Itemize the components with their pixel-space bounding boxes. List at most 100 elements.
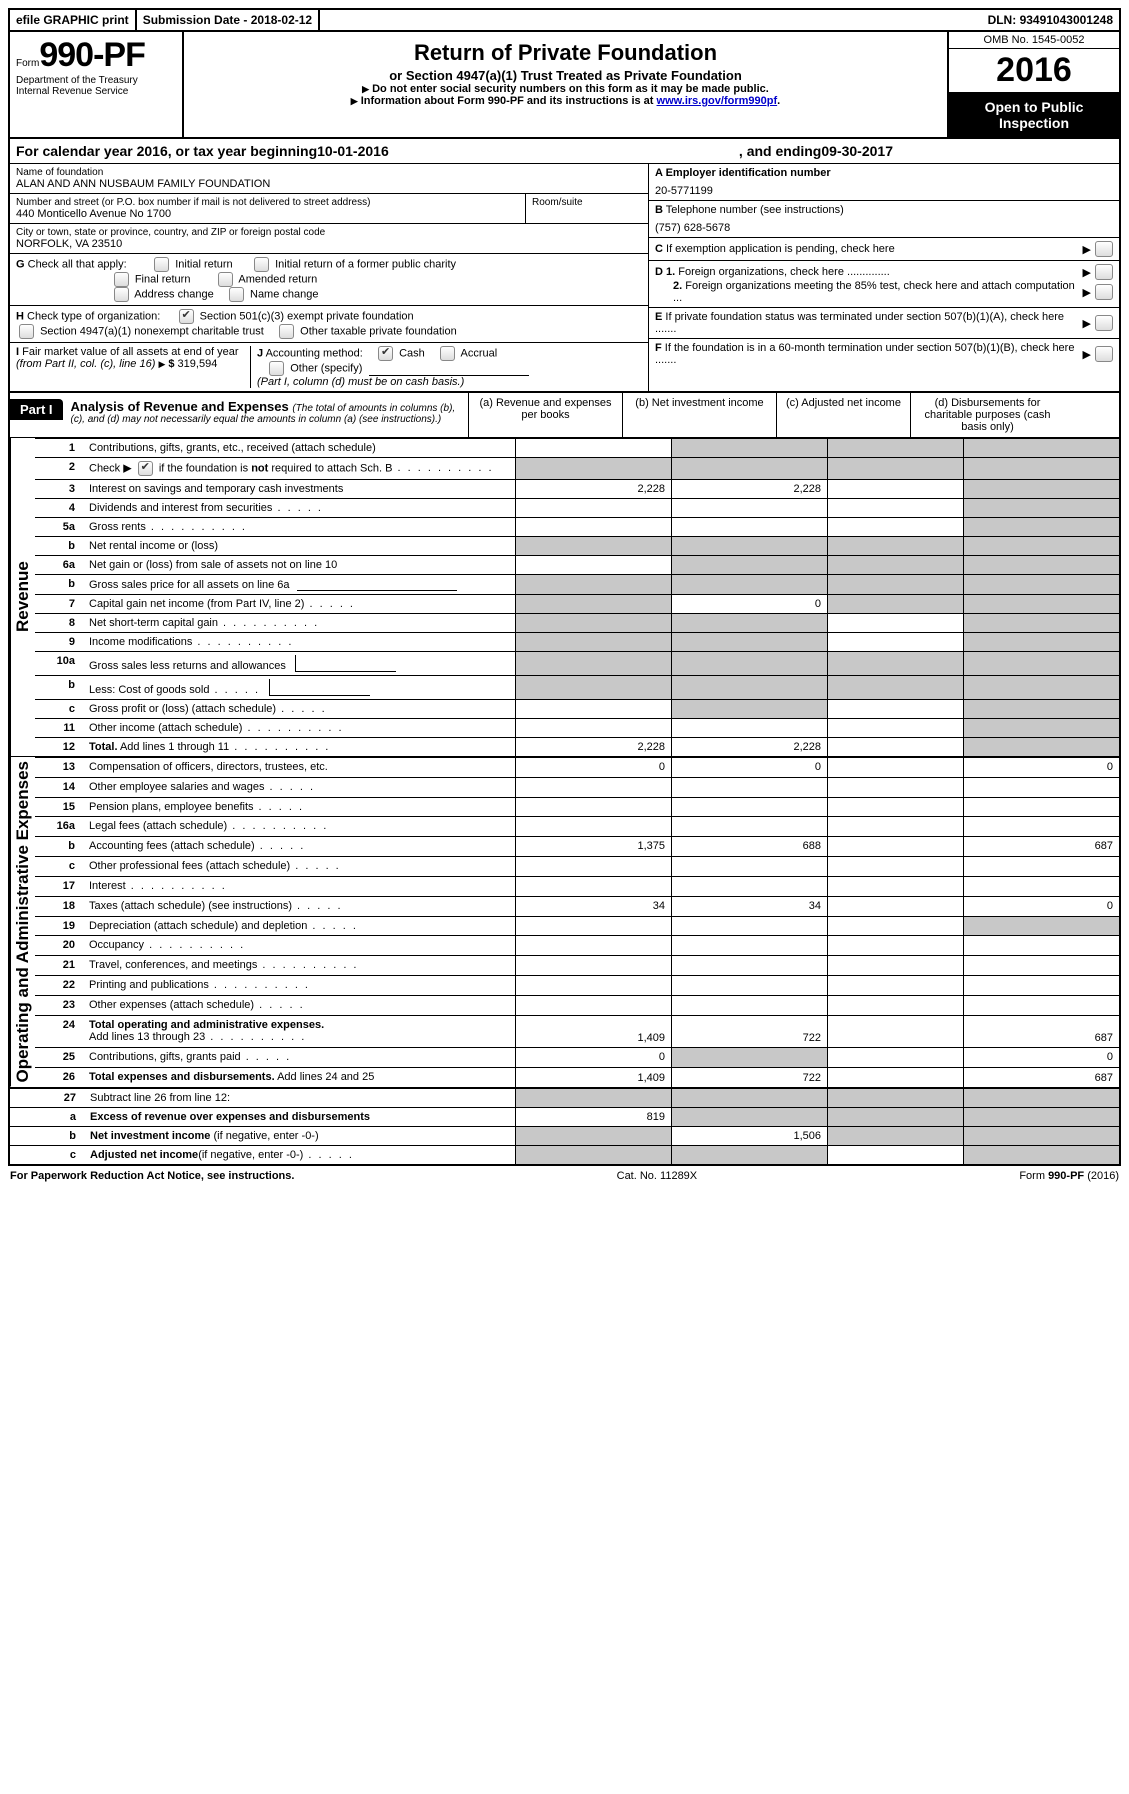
other-method-checkbox[interactable] [269,361,284,376]
l26-a: 1,409 [516,1067,672,1086]
l9-a [516,633,672,652]
l9-c [828,633,964,652]
l7-c [828,595,964,614]
header: Form990-PF Department of the Treasury In… [10,32,1119,137]
h3-label: Other taxable private foundation [300,325,457,337]
l21-desc: Travel, conferences, and meetings [85,956,516,976]
other-taxable-checkbox[interactable] [279,324,294,339]
l19-d [964,916,1120,936]
l27c-text: Adjusted net income [90,1149,198,1161]
l24-b: 722 [672,1015,828,1047]
l3-b: 2,228 [672,480,828,499]
l6a-d [964,556,1120,575]
l26-b: 722 [672,1067,828,1086]
l24-text2: Add lines 13 through 23 [89,1031,205,1043]
line-2: 2Check ▶ if the foundation is not requir… [35,458,1119,480]
address-change-checkbox[interactable] [114,287,129,302]
l18-a: 34 [516,896,672,916]
line-19: 19Depreciation (attach schedule) and dep… [35,916,1119,936]
initial-public-checkbox[interactable] [254,257,269,272]
line-23: 23Other expenses (attach schedule) [35,995,1119,1015]
l22-c [828,975,964,995]
other-specify-line [369,363,529,376]
l8-text: Net short-term capital gain [89,617,218,629]
line-21: 21Travel, conferences, and meetings [35,956,1119,976]
b-label: B [655,204,663,216]
header-left: Form990-PF Department of the Treasury In… [10,32,184,137]
l11-desc: Other income (attach schedule) [85,719,516,738]
line-1: 1Contributions, gifts, grants, etc., rec… [35,439,1119,458]
footer-left: For Paperwork Reduction Act Notice, see … [10,1170,294,1182]
l21-dots [257,959,358,971]
efile-print[interactable]: efile GRAPHIC print [10,10,137,30]
l4-b [672,499,828,518]
l15-num: 15 [35,797,85,817]
l2-dots [392,462,493,474]
submission-label: Submission Date - [143,13,251,27]
revenue-table: 1Contributions, gifts, grants, etc., rec… [35,438,1119,756]
cash-checkbox[interactable] [378,346,393,361]
l10a-desc: Gross sales less returns and allowances [85,652,516,676]
address: 440 Monticello Avenue No 1700 [16,208,519,220]
phone-label: Telephone number (see instructions) [663,204,844,216]
form-prefix: Form [16,58,39,69]
l25-a: 0 [516,1047,672,1067]
l27-d [964,1088,1120,1108]
e-checkbox[interactable] [1095,315,1113,331]
l22-desc: Printing and publications [85,975,516,995]
l23-dots [254,999,305,1011]
l10c-b [672,700,828,719]
top-bar: efile GRAPHIC print Submission Date - 20… [10,10,1119,32]
l26-num: 26 [35,1067,85,1086]
4947-checkbox[interactable] [19,324,34,339]
l21-c [828,956,964,976]
l3-d [964,480,1120,499]
l18-num: 18 [35,896,85,916]
line-16c: cOther professional fees (attach schedul… [35,857,1119,877]
submission-date-cell: Submission Date - 2018-02-12 [137,10,320,30]
revenue-side-label: Revenue [10,438,35,756]
name-change-checkbox[interactable] [229,287,244,302]
schb-checkbox[interactable] [138,461,153,476]
i-dollar: $ [168,358,177,370]
l11-c [828,719,964,738]
amended-return-checkbox[interactable] [218,272,233,287]
l8-desc: Net short-term capital gain [85,614,516,633]
l12-text2: Add lines 1 through 11 [118,741,230,753]
l15-a [516,797,672,817]
501c3-checkbox[interactable] [179,309,194,324]
l25-dots [241,1051,292,1063]
l27a-num: a [10,1107,86,1126]
l14-dots [264,781,315,793]
dln-label: DLN: [988,13,1020,27]
d2-checkbox[interactable] [1095,284,1113,300]
l27-num: 27 [10,1088,86,1108]
city-label: City or town, state or province, country… [16,227,642,238]
accrual-checkbox[interactable] [440,346,455,361]
h-text: Check type of organization: [24,310,160,322]
d1-text: Foreign organizations, check here [675,266,844,278]
final-return-checkbox[interactable] [114,272,129,287]
f-block: F If the foundation is in a 60-month ter… [649,339,1119,369]
l12-d [964,738,1120,757]
l27b-c [828,1126,964,1145]
l14-num: 14 [35,777,85,797]
f-checkbox[interactable] [1095,346,1113,362]
l27c-c [828,1145,964,1164]
l23-num: 23 [35,995,85,1015]
d1-checkbox[interactable] [1095,264,1113,280]
ty-prefix: For calendar year 2016, or tax year begi… [16,143,317,159]
l2-d: required to attach Sch. B [268,462,392,474]
l6b-b [672,575,828,595]
l8-d [964,614,1120,633]
c-checkbox[interactable] [1095,241,1113,257]
l8-c [828,614,964,633]
l9-num: 9 [35,633,85,652]
l10b-desc: Less: Cost of goods sold [85,676,516,700]
initial-return-checkbox[interactable] [154,257,169,272]
instructions-link[interactable]: www.irs.gov/form990pf [657,95,778,107]
j-text: Accounting method: [263,347,363,359]
open-public-badge: Open to Public Inspection [949,93,1119,137]
l8-dots [218,617,319,629]
d2-label: 2. [673,280,682,292]
